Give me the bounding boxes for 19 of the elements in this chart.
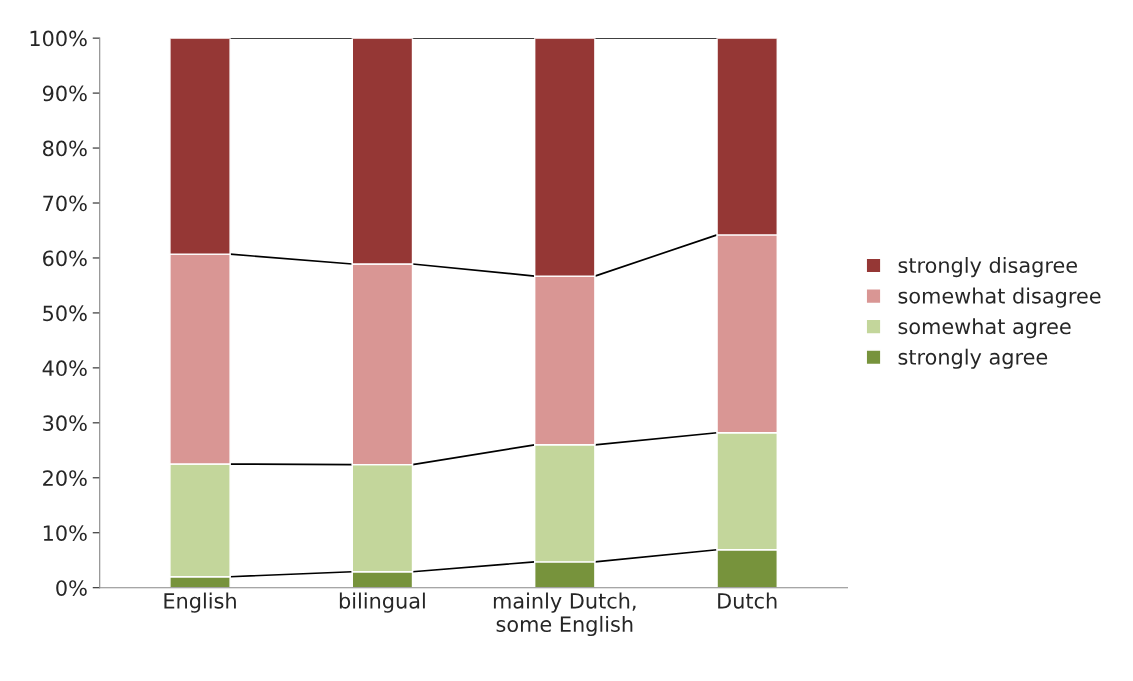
legend-label: strongly agree xyxy=(898,348,1048,369)
y-tick-label: 10% xyxy=(43,525,87,541)
y-tick-label: 20% xyxy=(43,470,87,486)
y-tick-label: 30% xyxy=(43,415,87,432)
y-tick-label: 90% xyxy=(42,85,87,102)
y-tick-label: 50% xyxy=(43,305,87,322)
y-tick-label: 40% xyxy=(42,360,87,377)
legend-label: somewhat disagree xyxy=(898,287,1101,308)
x-tick-label: bilingual xyxy=(339,592,425,613)
legend-label: strongly disagree xyxy=(898,256,1077,278)
x-tick-label: Dutch xyxy=(718,592,777,609)
y-tick-label: 60% xyxy=(43,250,87,267)
x-tick-label: mainly Dutch, some English xyxy=(493,592,636,637)
y-tick-label: 100% xyxy=(30,30,87,47)
y-tick-label: 70% xyxy=(43,195,87,212)
y-tick-label: 0% xyxy=(56,580,87,596)
legend-label: somewhat agree xyxy=(898,318,1071,339)
x-tick-label: English xyxy=(164,592,236,613)
y-tick-label: 80% xyxy=(43,140,87,157)
